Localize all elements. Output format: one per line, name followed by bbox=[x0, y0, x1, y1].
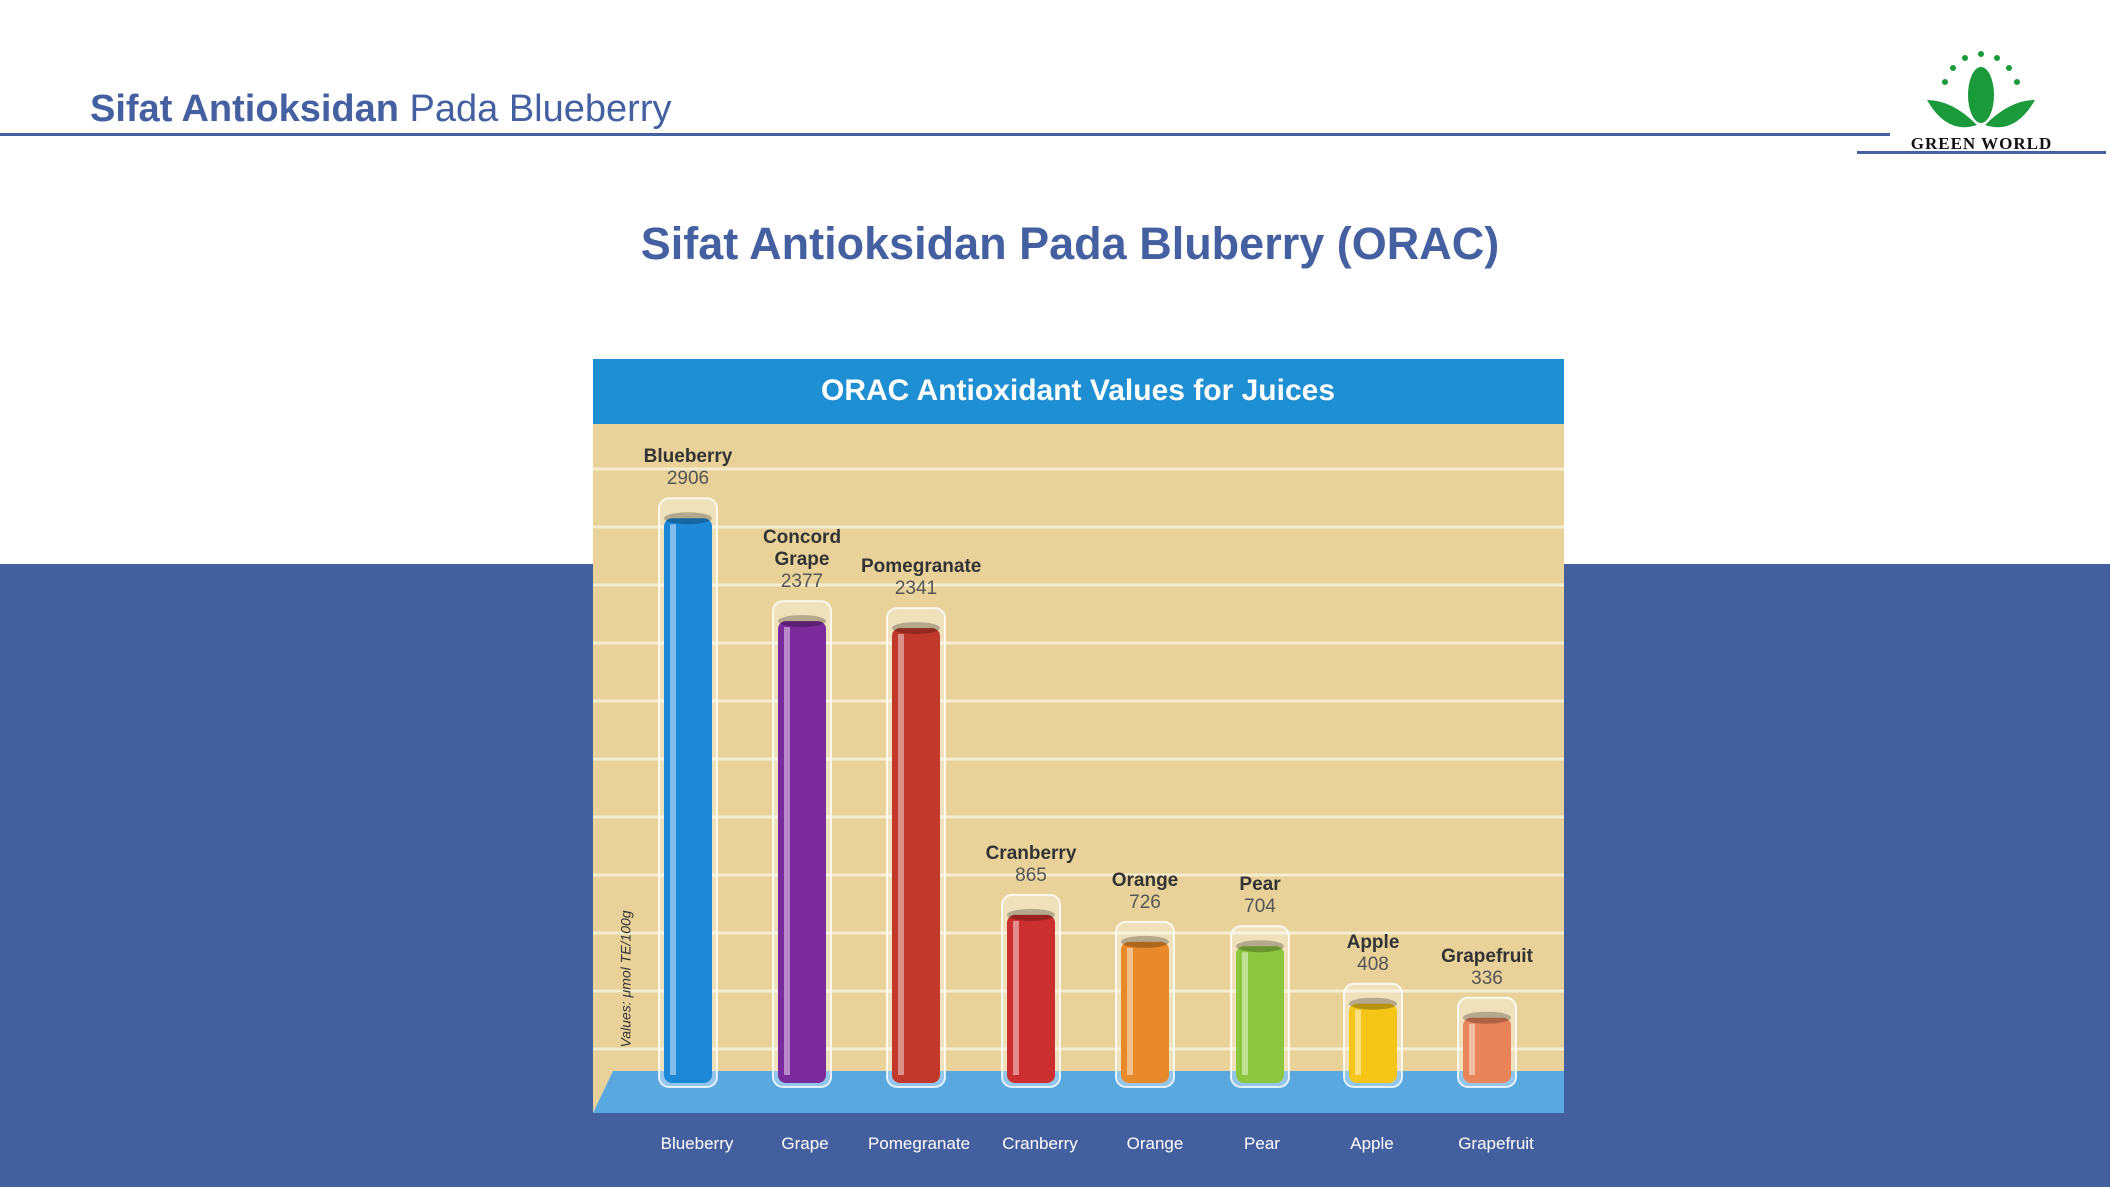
bar-top bbox=[1349, 997, 1397, 1010]
bar bbox=[1007, 914, 1055, 1083]
footer-label: Pear bbox=[1244, 1134, 1280, 1153]
footer-label: Apple bbox=[1350, 1134, 1394, 1153]
category-label: Grapefruit bbox=[1441, 945, 1533, 967]
chart-svg: ORAC Antioxidant Values for Juices Value… bbox=[593, 359, 1564, 1113]
value-label: Blueberry 2906 bbox=[633, 446, 743, 490]
footer-label: Orange bbox=[1126, 1134, 1184, 1153]
footer-label: Blueberry bbox=[660, 1134, 734, 1153]
category-label: Pomegranate bbox=[861, 556, 982, 578]
bar-top bbox=[1463, 1011, 1511, 1024]
chart-title-band bbox=[593, 359, 1564, 424]
bar bbox=[1463, 1017, 1511, 1083]
bar-shine bbox=[1013, 920, 1019, 1075]
value-label: Pear 704 bbox=[1205, 874, 1315, 918]
bar-shine bbox=[1242, 952, 1248, 1075]
value-text: 408 bbox=[1357, 953, 1389, 975]
chart-background bbox=[593, 359, 1564, 1113]
category-label: Pear bbox=[1239, 874, 1281, 896]
value-label: Apple 408 bbox=[1318, 932, 1428, 976]
y-axis-label: Values: μmol TE/100g bbox=[618, 910, 634, 1047]
bar bbox=[1349, 1003, 1397, 1083]
footer-label: Grape bbox=[781, 1134, 829, 1153]
bar-top bbox=[1121, 935, 1169, 948]
bar-shine bbox=[670, 524, 676, 1075]
value-label: Cranberry 865 bbox=[976, 843, 1086, 887]
logo-icon bbox=[1927, 51, 2035, 128]
bar-shine bbox=[784, 627, 790, 1075]
value-text: 704 bbox=[1244, 896, 1276, 918]
value-text: 865 bbox=[1015, 864, 1047, 886]
logo-text: GREEN WORLD bbox=[1910, 134, 2053, 153]
footer-label: Grapefruit bbox=[1458, 1134, 1534, 1153]
bar-shine bbox=[1469, 1023, 1475, 1075]
bar-shine bbox=[1127, 947, 1133, 1075]
value-text: 336 bbox=[1471, 967, 1503, 989]
bar-top bbox=[778, 615, 826, 628]
header-rest: Pada Blueberry bbox=[409, 88, 672, 130]
footer-label: Pomegranate bbox=[867, 1134, 971, 1153]
header-bold: Sifat Antioksidan bbox=[90, 88, 399, 130]
footer-label: Cranberry bbox=[1002, 1134, 1078, 1153]
value-label: Orange 726 bbox=[1090, 870, 1200, 914]
category-label: Blueberry bbox=[643, 446, 733, 468]
logo-line bbox=[1857, 151, 2106, 154]
value-label: Grapefruit 336 bbox=[1432, 946, 1542, 990]
bar bbox=[1121, 941, 1169, 1083]
bar bbox=[892, 628, 940, 1083]
value-text: 2377 bbox=[780, 571, 824, 593]
bar-top bbox=[1236, 940, 1284, 953]
bar bbox=[778, 621, 826, 1083]
category-label: Cranberry bbox=[985, 842, 1077, 864]
bar-shine bbox=[1355, 1009, 1361, 1075]
value-text: 726 bbox=[1129, 891, 1161, 913]
chart: ORAC Antioxidant Values for Juices Value… bbox=[593, 359, 1564, 1113]
slide-title: Sifat Antioksidan Pada Bluberry (ORAC) bbox=[640, 218, 1500, 269]
value-label: Pomegranate 2341 bbox=[861, 556, 982, 600]
bar bbox=[664, 518, 712, 1083]
decor-lines bbox=[593, 467, 1564, 1051]
chart-title: ORAC Antioxidant Values for Juices bbox=[821, 374, 1335, 407]
value-label: Concord Grape 2377 bbox=[747, 527, 857, 593]
value-text: 2341 bbox=[894, 578, 938, 600]
bar-top bbox=[664, 512, 712, 525]
header-line bbox=[0, 133, 1890, 136]
category-label: Apple bbox=[1346, 931, 1400, 953]
bar-shine bbox=[898, 634, 904, 1075]
category-label: Orange bbox=[1111, 869, 1179, 891]
platform bbox=[593, 1071, 1564, 1113]
category-label: Concord Grape bbox=[762, 527, 842, 571]
bar-top bbox=[892, 622, 940, 635]
value-text: 2906 bbox=[666, 468, 710, 490]
header-title: Sifat Antioksidan Pada Blueberry bbox=[90, 88, 671, 131]
bar-top bbox=[1007, 908, 1055, 921]
bar bbox=[1236, 946, 1284, 1083]
